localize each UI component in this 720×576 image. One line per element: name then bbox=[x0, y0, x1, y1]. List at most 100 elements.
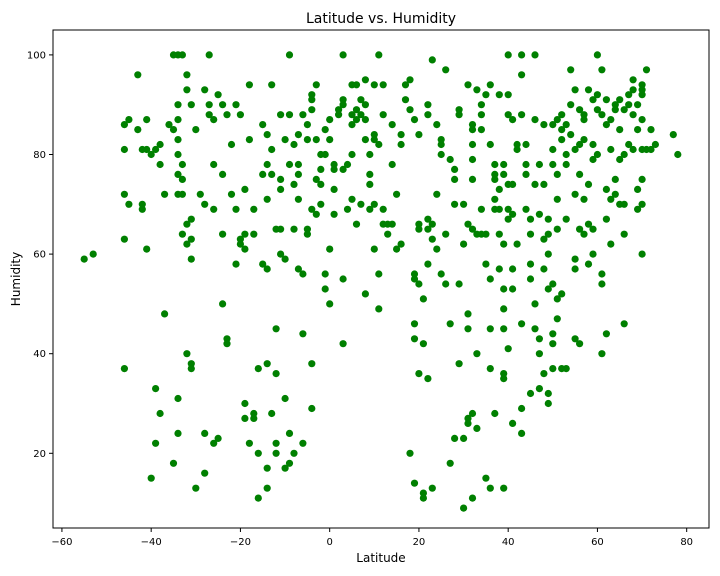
data-point bbox=[285, 51, 294, 59]
data-point bbox=[531, 300, 539, 308]
data-point bbox=[638, 116, 646, 124]
data-point bbox=[361, 76, 369, 84]
data-point bbox=[147, 150, 155, 159]
data-point bbox=[620, 230, 628, 238]
x-tick-label: 0 bbox=[326, 537, 332, 548]
data-point bbox=[250, 230, 258, 238]
data-point bbox=[263, 265, 271, 273]
data-point bbox=[245, 81, 253, 89]
data-point bbox=[500, 325, 508, 333]
data-point bbox=[335, 106, 343, 114]
data-point bbox=[290, 180, 298, 188]
data-point bbox=[263, 484, 271, 492]
data-point bbox=[268, 170, 276, 178]
data-point bbox=[451, 200, 459, 208]
data-point bbox=[419, 340, 427, 348]
data-point bbox=[589, 155, 597, 164]
data-point bbox=[468, 155, 477, 164]
data-point bbox=[366, 170, 374, 178]
data-point bbox=[294, 160, 302, 169]
data-point bbox=[178, 175, 186, 183]
data-point bbox=[410, 275, 419, 283]
data-point bbox=[513, 240, 521, 248]
data-point bbox=[339, 101, 347, 109]
data-point bbox=[156, 160, 164, 169]
data-point bbox=[312, 210, 320, 218]
data-point bbox=[500, 484, 508, 492]
data-point bbox=[567, 66, 575, 74]
data-point bbox=[219, 170, 227, 178]
data-point bbox=[526, 215, 535, 223]
data-point bbox=[174, 136, 182, 144]
data-point bbox=[379, 81, 387, 89]
data-point bbox=[508, 285, 517, 293]
data-point bbox=[183, 86, 191, 94]
data-point bbox=[134, 71, 142, 79]
data-point bbox=[401, 96, 410, 104]
data-point bbox=[634, 126, 642, 134]
data-point bbox=[143, 116, 151, 124]
data-point bbox=[526, 230, 535, 238]
data-point bbox=[468, 409, 477, 418]
data-point bbox=[544, 250, 552, 258]
data-point bbox=[308, 106, 316, 114]
data-point bbox=[549, 121, 557, 129]
data-point bbox=[393, 245, 401, 253]
data-point bbox=[437, 270, 445, 278]
data-point bbox=[187, 215, 195, 223]
data-point bbox=[433, 190, 441, 198]
data-point bbox=[277, 175, 285, 183]
data-point bbox=[616, 126, 624, 134]
data-point bbox=[446, 155, 454, 164]
data-point bbox=[178, 160, 186, 169]
data-point bbox=[294, 131, 302, 139]
data-point bbox=[460, 240, 468, 248]
data-point bbox=[629, 86, 637, 94]
data-point bbox=[558, 136, 566, 144]
data-point bbox=[219, 101, 227, 109]
data-point bbox=[500, 240, 508, 248]
data-point bbox=[174, 429, 182, 437]
data-point bbox=[415, 131, 423, 139]
data-point bbox=[669, 131, 677, 139]
data-point bbox=[174, 116, 182, 124]
data-point bbox=[259, 121, 267, 129]
data-point bbox=[214, 434, 222, 442]
data-point bbox=[549, 280, 557, 288]
data-point bbox=[277, 111, 285, 119]
data-point bbox=[152, 145, 160, 154]
data-point bbox=[143, 145, 151, 154]
data-point bbox=[451, 434, 459, 442]
data-point bbox=[317, 200, 325, 208]
data-point bbox=[245, 136, 253, 144]
data-point bbox=[352, 81, 361, 89]
data-point bbox=[241, 245, 249, 253]
data-point bbox=[201, 429, 209, 437]
data-point bbox=[616, 96, 624, 104]
data-point bbox=[580, 136, 588, 144]
data-point bbox=[352, 116, 361, 124]
data-point bbox=[397, 240, 405, 248]
data-point bbox=[468, 140, 477, 149]
data-point bbox=[388, 220, 396, 228]
data-point bbox=[303, 121, 311, 129]
data-point bbox=[308, 205, 316, 213]
data-point bbox=[366, 180, 374, 188]
data-point bbox=[410, 335, 419, 343]
data-point bbox=[232, 205, 240, 213]
data-point bbox=[553, 295, 561, 303]
data-point bbox=[205, 51, 213, 59]
data-point bbox=[540, 180, 548, 188]
data-point bbox=[370, 81, 378, 89]
data-point bbox=[277, 250, 285, 258]
data-point bbox=[526, 260, 535, 268]
data-point bbox=[562, 215, 570, 223]
data-point bbox=[147, 474, 155, 482]
data-point bbox=[607, 116, 615, 124]
data-point bbox=[294, 265, 302, 273]
data-point bbox=[290, 449, 298, 457]
data-point bbox=[500, 160, 508, 169]
data-point bbox=[607, 145, 615, 154]
data-point bbox=[482, 474, 490, 482]
data-point bbox=[473, 424, 481, 432]
